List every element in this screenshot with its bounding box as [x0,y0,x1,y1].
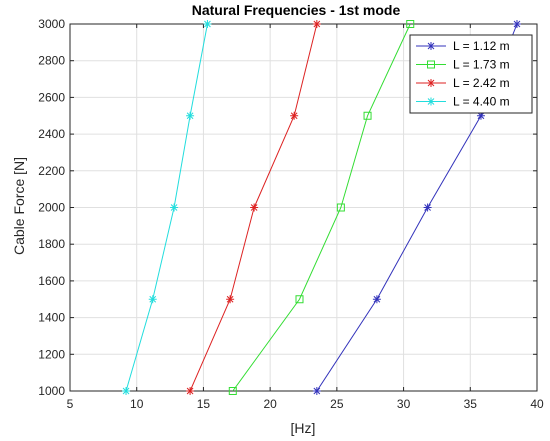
series-2 [228,20,415,395]
data-point [372,295,381,304]
x-axis-label: [Hz] [291,420,316,436]
legend-box [409,34,533,114]
y-tick-label: 1600 [38,274,65,288]
axis-ticks: 5 10 15 20 25 30 35 40 1000 1200 1400 1600 1800 2000 2… [38,17,544,411]
y-tick-label: 1200 [38,347,65,361]
data-point [336,203,345,212]
legend-marker [427,60,435,69]
legend-marker [427,79,435,87]
legend-marker [427,42,435,50]
y-axis-label: Cable Force [N] [11,157,27,255]
data-point [170,203,179,212]
data-point [312,20,321,28]
series-group [122,20,521,395]
y-tick-label: 2400 [38,127,65,141]
legend-entry-label: L = 2.42 m [453,76,510,90]
x-tick-label: 35 [464,397,478,411]
y-tick-label: 3000 [38,17,65,31]
legend-entry-label: L = 4.40 m [453,95,510,109]
data-point [148,295,157,304]
series-4 [122,20,212,395]
y-tick-label: 1400 [38,311,65,325]
data-point [226,295,235,304]
x-tick-label: 10 [130,397,144,411]
y-tick-label: 1800 [38,237,65,251]
y-tick-label: 2200 [38,164,65,178]
data-point [186,387,195,395]
data-point [186,111,195,120]
chart-title: Natural Frequencies - 1st mode [192,2,401,18]
legend-entry-label: L = 1.12 m [453,39,510,53]
x-tick-label: 25 [330,397,344,411]
data-point [476,111,485,120]
x-tick-label: 15 [197,397,211,411]
legend-marker [427,97,435,106]
y-tick-label: 2600 [38,90,65,104]
y-tick-label: 1000 [38,384,65,398]
series-line [232,23,411,392]
x-tick-label: 20 [263,397,277,411]
legend-entry-label: L = 1.73 m [453,58,510,72]
legend: L = 1.12 m L = 1.73 m L = 2.42 m L = 4.40 m [409,34,533,114]
data-point [363,111,372,120]
data-point [250,203,259,212]
data-point [423,203,432,212]
data-point [312,387,321,395]
data-point [295,295,304,304]
x-tick-label: 40 [530,397,544,411]
x-tick-label: 30 [397,397,411,411]
data-point [512,20,521,28]
data-point [290,111,299,120]
data-point [228,387,237,395]
data-point [122,387,131,395]
y-tick-label: 2000 [38,201,65,215]
data-point [203,20,212,28]
data-point [406,20,415,28]
series-3 [186,20,321,395]
y-tick-label: 2800 [38,54,65,68]
x-tick-label: 5 [67,397,74,411]
